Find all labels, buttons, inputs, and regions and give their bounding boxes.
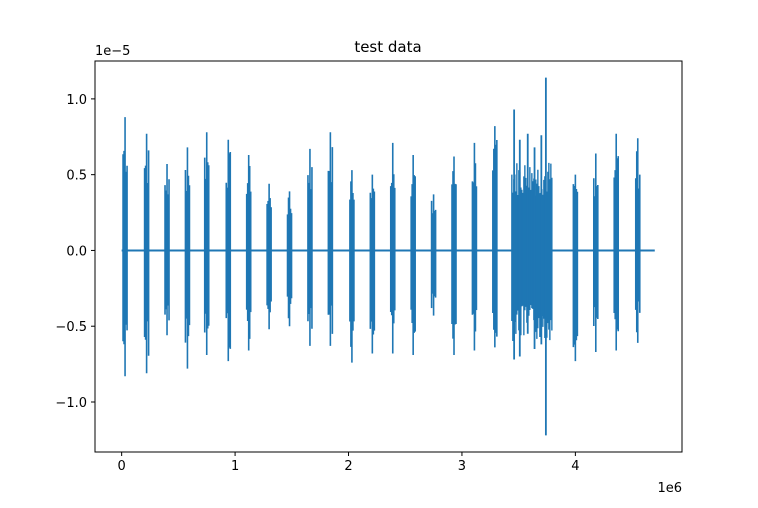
x-tick-label: 4 [571,459,579,474]
burst [184,147,191,369]
x-axis: 0 1 2 3 4 [118,452,580,474]
burst [471,142,478,351]
burst [410,154,416,356]
burst [245,154,252,351]
y-tick-label: 0.5 [66,169,87,184]
burst [307,148,313,346]
burst [327,132,334,346]
plot-area [121,77,655,436]
burst [451,156,457,356]
burst [492,126,498,348]
burst [122,117,128,377]
x-tick-label: 1 [231,459,239,474]
burst [430,194,437,316]
x-tick-label: 3 [458,459,466,474]
x-tick-label: 2 [344,459,352,474]
chart-title: test data [354,38,421,56]
burst [286,191,293,327]
burst [613,133,620,351]
burst [634,138,641,343]
burst [572,174,579,362]
y-tick-label: −1.0 [55,396,87,411]
burst [266,183,272,330]
axes-frame [94,60,683,453]
burst [225,139,232,362]
dense-region [511,77,553,436]
x-tick-label: 0 [118,459,126,474]
x-offset-label: 1e6 [657,481,682,496]
burst [592,153,599,352]
burst [389,142,396,354]
burst [369,174,376,354]
y-tick-label: 1.0 [66,93,87,108]
burst [203,132,210,356]
y-tick-label: −0.5 [55,320,87,335]
y-offset-label: 1e−5 [95,44,130,59]
burst [164,164,170,336]
burst [349,170,355,363]
burst [143,133,150,374]
y-axis: −1.0 −0.5 0.0 0.5 1.0 [55,93,95,411]
y-tick-label: 0.0 [66,244,87,259]
